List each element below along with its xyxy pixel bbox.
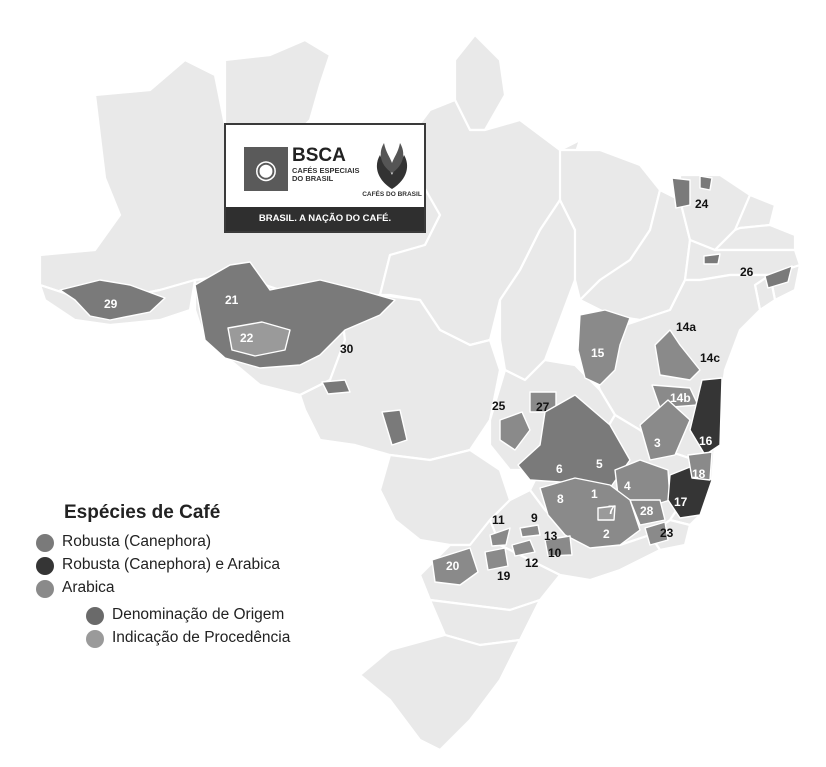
- region-label: 1: [591, 487, 598, 501]
- bsca-brand-subtitle: CAFÉS ESPECIAIS DO BRASIL: [292, 166, 360, 183]
- region-label: 13: [544, 529, 558, 543]
- region-22: [227, 321, 291, 357]
- region-19: [484, 547, 509, 571]
- region-label: 5: [596, 457, 603, 471]
- legend-swatch: [36, 557, 54, 575]
- region-label: 30: [340, 342, 354, 356]
- legend-label: Denominação de Origem: [112, 606, 285, 623]
- legend-label: Robusta (Canephora): [62, 533, 212, 550]
- legend-swatch: [36, 534, 54, 552]
- region-label: 11: [492, 513, 505, 527]
- region-labels: 1 2 3 4 5 6 7 8 9 10 11 12 13 14a 14b 14…: [104, 197, 754, 583]
- region-label: 19: [497, 569, 511, 583]
- region-20: [431, 547, 479, 586]
- state-tocantins: [498, 198, 577, 382]
- region-8-1-7-2: [539, 477, 641, 549]
- state-roraima: [223, 38, 332, 132]
- region-label: 12: [525, 556, 539, 570]
- legend-swatch: [36, 580, 54, 598]
- region-label: 23: [660, 526, 674, 540]
- bsca-coffee-bean-icon: ◉: [244, 147, 288, 191]
- bsca-brand-name: BSCA: [292, 145, 346, 166]
- region-label: 20: [446, 559, 460, 573]
- region-12: [511, 539, 536, 557]
- region-label: 22: [240, 331, 254, 345]
- region-25: [499, 411, 531, 451]
- region-15: [577, 309, 631, 386]
- region-label: 8: [557, 492, 564, 506]
- region-label: 7: [608, 503, 615, 517]
- region-label: 14c: [700, 351, 720, 365]
- region-10: [544, 535, 573, 557]
- region-label: 14b: [670, 391, 691, 405]
- region-26b: [703, 253, 721, 265]
- region-24: [671, 177, 691, 209]
- region-13: [519, 524, 541, 538]
- region-3: [639, 399, 691, 461]
- logo-tagline: BRASIL. A NAÇÃO DO CAFÉ.: [226, 207, 424, 231]
- region-30b: [381, 409, 408, 446]
- region-label: 3: [654, 436, 661, 450]
- region-label: 14a: [676, 320, 696, 334]
- region-30a: [321, 379, 351, 395]
- cafes-do-brasil-leaf-icon: [366, 135, 418, 197]
- legend-title: Espécies de Café: [64, 502, 221, 523]
- region-label: 15: [591, 346, 605, 360]
- region-label: 6: [556, 462, 563, 476]
- region-24b: [699, 175, 713, 191]
- cafes-do-brasil-text: CAFÉS DO BRASIL: [362, 191, 422, 198]
- legend-swatch: [86, 630, 104, 648]
- region-label: 24: [695, 197, 709, 211]
- region-label: 28: [640, 504, 654, 518]
- region-label: 17: [674, 495, 688, 509]
- legend-swatch: [86, 607, 104, 625]
- legend-label: Arabica: [62, 579, 115, 596]
- region-label: 10: [548, 546, 562, 560]
- region-23: [644, 521, 669, 546]
- region-18: [687, 451, 713, 481]
- region-29: [59, 279, 166, 321]
- region-16: [689, 377, 723, 456]
- region-28: [629, 499, 666, 526]
- region-label: 4: [624, 479, 631, 493]
- region-label: 16: [699, 434, 713, 448]
- region-label: 9: [531, 511, 538, 525]
- legend-label: Indicação de Procedência: [112, 629, 291, 646]
- bsca-logo-box: ◉ BSCA CAFÉS ESPECIAIS DO BRASIL CAFÉS D…: [224, 123, 426, 233]
- region-14a: [654, 329, 701, 381]
- regions-layer: [59, 175, 793, 586]
- region-7-inner: [597, 505, 616, 521]
- region-26: [764, 265, 793, 289]
- region-label: 25: [492, 399, 506, 413]
- region-label: 2: [603, 527, 610, 541]
- state-rio-grande-do-sul: [358, 633, 522, 752]
- legend-label: Robusta (Canephora) e Arabica: [62, 556, 280, 573]
- region-label: 18: [692, 467, 706, 481]
- region-label: 21: [225, 293, 239, 307]
- region-11: [489, 527, 511, 547]
- region-label: 27: [536, 400, 550, 414]
- region-label: 29: [104, 297, 118, 311]
- region-label: 26: [740, 265, 754, 279]
